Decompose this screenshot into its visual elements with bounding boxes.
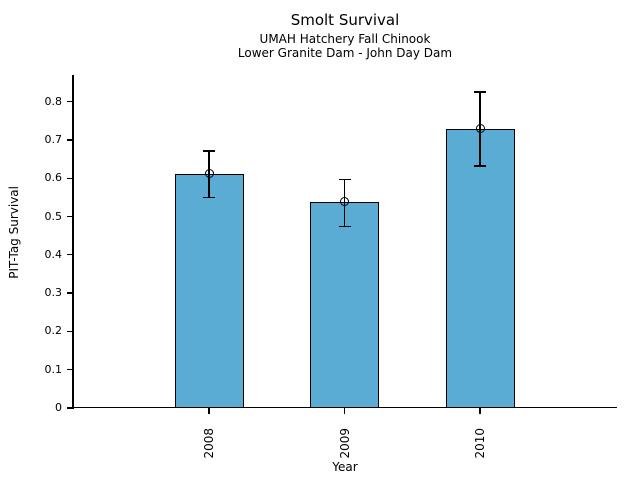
y-tick-label: 0.5	[44, 209, 63, 223]
y-axis-tick	[67, 177, 73, 179]
y-axis-tick	[67, 330, 73, 333]
error-bar-cap	[203, 196, 215, 199]
y-axis-label: PIT-Tag Survival	[7, 186, 21, 279]
error-bar-cap	[338, 225, 351, 228]
error-bar-cap	[474, 165, 486, 167]
y-axis-line	[72, 75, 74, 409]
y-axis-tick	[67, 100, 73, 103]
x-axis-tick	[208, 408, 210, 414]
error-bar-cap	[338, 178, 351, 181]
y-tick-label: 0.1	[44, 362, 63, 376]
x-axis-tick	[479, 408, 481, 414]
y-axis-tick	[67, 292, 73, 294]
y-tick-label: 0.3	[44, 286, 63, 300]
y-tick-label: 0.7	[44, 132, 63, 146]
bar-2008	[174, 173, 244, 408]
y-tick-label: 0.6	[44, 171, 63, 185]
y-tick-label: 0.2	[44, 324, 63, 338]
y-axis-tick	[67, 254, 73, 256]
y-axis-tick	[67, 407, 73, 409]
x-tick-label-2008: 2008	[202, 428, 216, 459]
y-tick-label: 0.4	[44, 247, 63, 261]
x-axis-tick	[343, 408, 346, 414]
bar-2010	[445, 128, 515, 408]
y-tick-label: 0	[55, 401, 62, 414]
mean-point-marker	[204, 169, 214, 179]
bar-2009	[310, 201, 379, 408]
y-tick-label: 0.8	[44, 94, 63, 108]
error-bar-cap	[203, 150, 215, 152]
error-bar-cap	[474, 91, 486, 93]
x-tick-label-2010: 2010	[473, 428, 487, 459]
y-axis-tick	[67, 215, 73, 218]
y-axis-tick	[67, 369, 73, 371]
mean-point-marker	[340, 197, 349, 207]
x-tick-label-2009: 2009	[337, 428, 352, 459]
chart-subtitle-line2: Lower Granite Dam - John Day Dam	[237, 46, 453, 60]
x-axis-label: Year	[332, 460, 358, 474]
chart-subtitle-line1: UMAH Hatchery Fall Chinook	[259, 32, 431, 46]
chart-title: Smolt Survival	[290, 11, 400, 29]
plot-area: 0 0.1 0.2 0.3 0.4 0.5 0.6 0.7 0.8 2008 2009 2010	[45, 75, 618, 459]
y-axis-tick	[67, 139, 73, 141]
mean-point-marker	[475, 124, 485, 134]
